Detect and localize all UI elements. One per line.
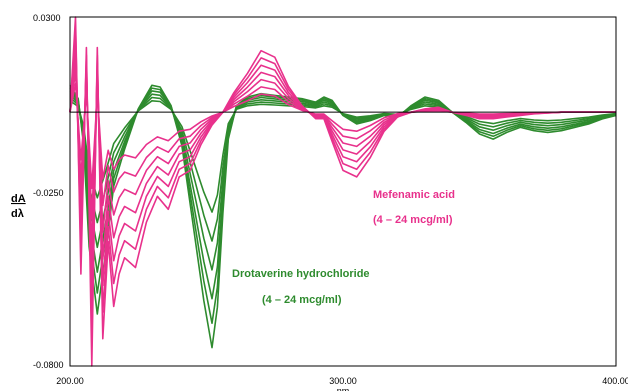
y-tick-bottom: -0.0800: [33, 360, 64, 370]
x-tick-400: 400.00: [602, 376, 628, 386]
series-0-curve-4: [69, 87, 617, 324]
x-tick-200: 200.00: [56, 376, 84, 386]
plot-frame: [69, 16, 617, 367]
mefenamic-acid-concentration: (4 – 24 mcg/ml): [373, 214, 453, 226]
drotaverine-label: Drotaverine hydrochloride: [232, 268, 370, 280]
series-1-curve-6: [69, 16, 616, 367]
x-axis-label: nm: [337, 386, 350, 391]
x-tick-300: 300.00: [329, 376, 357, 386]
y-axis-label-numerator: dA: [11, 193, 26, 205]
y-tick-top: 0.0300: [33, 13, 61, 23]
drotaverine-concentration: (4 – 24 mcg/ml): [262, 294, 342, 306]
mefenamic-acid-label: Mefenamic acid: [373, 189, 455, 201]
y-axis-label-denominator: dλ: [11, 208, 24, 220]
spectrum-curves: [69, 16, 617, 367]
y-tick-mid: -0.0250: [33, 188, 64, 198]
series-1-curve-5: [69, 25, 616, 342]
series-0-curve-5: [69, 84, 617, 349]
